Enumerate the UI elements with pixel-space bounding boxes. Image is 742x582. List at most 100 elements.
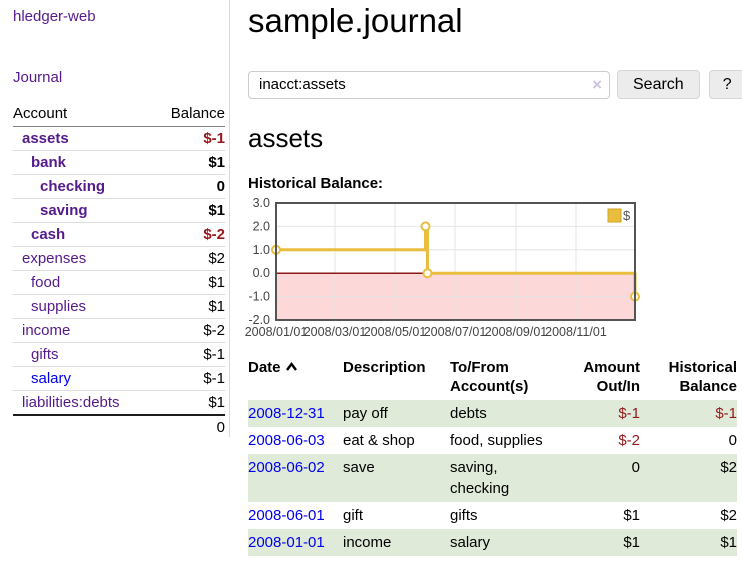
account-balance: 0: [153, 174, 225, 199]
accounts-table: Account Balance assets $-1 bank $1 checking 0…: [13, 103, 225, 439]
account-row: assets $-1: [13, 127, 225, 151]
account-row: liabilities:debts $1: [13, 390, 225, 415]
transaction-amount-cell: 0: [631, 459, 640, 476]
accounts-total-spacer: [13, 414, 154, 439]
svg-text:2008/09/01: 2008/09/01: [485, 325, 548, 339]
accounts-total-row: 0: [13, 414, 225, 439]
account-balance: $-1: [153, 366, 225, 391]
svg-text:2008/03/01: 2008/03/01: [304, 325, 367, 339]
transaction-amount-cell: $-2: [618, 432, 640, 449]
chart-title: Historical Balance:: [248, 175, 384, 192]
account-row: food $1: [13, 270, 225, 295]
clear-search-icon[interactable]: ×: [592, 74, 602, 94]
accounts-header-balance: Balance: [153, 103, 225, 127]
account-balance: $1: [153, 390, 225, 415]
account-balance: $1: [153, 198, 225, 223]
transaction-accounts-cell: salary: [450, 534, 491, 551]
svg-text:$: $: [623, 208, 631, 223]
account-row: income $-2: [13, 318, 225, 343]
register-header-date-label: Date: [248, 359, 281, 376]
register-header-amount: Amount Out/In: [583, 359, 640, 395]
transaction-date-link[interactable]: 2008-06-02: [248, 459, 325, 476]
svg-text:1.0: 1.0: [253, 243, 270, 257]
account-link[interactable]: expenses: [22, 250, 87, 267]
account-link[interactable]: liabilities:debts: [22, 394, 120, 411]
account-link[interactable]: supplies: [31, 298, 87, 315]
transaction-balance-cell: $2: [720, 459, 737, 476]
account-balance: $2: [153, 246, 225, 271]
sidebar: hledger-web Journal Account Balance asse…: [0, 0, 230, 439]
svg-text:2008/01/01: 2008/01/01: [245, 325, 308, 339]
search-button[interactable]: Search: [617, 70, 700, 99]
account-balance: $-1: [203, 130, 225, 147]
account-balance: $1: [153, 294, 225, 319]
svg-text:2.0: 2.0: [253, 219, 270, 233]
account-link[interactable]: income: [22, 322, 71, 339]
transaction-row: 2008-06-01 gift gifts $1 $2: [248, 502, 737, 529]
svg-text:2008/07/01: 2008/07/01: [424, 325, 487, 339]
account-link[interactable]: bank: [31, 154, 67, 171]
transaction-description-cell: save: [343, 459, 375, 476]
transaction-amount-cell: $1: [623, 534, 640, 551]
accounts-total-value: 0: [153, 414, 225, 439]
transaction-description-cell: gift: [343, 507, 364, 524]
transaction-date-link[interactable]: 2008-01-01: [248, 534, 325, 551]
register-header-accounts: To/From Account(s): [450, 359, 529, 395]
search-bar: × Search ?: [248, 70, 742, 99]
account-link[interactable]: saving: [40, 202, 88, 219]
transaction-balance-cell: $2: [720, 507, 737, 524]
page-title: sample.journal: [248, 2, 463, 39]
sidebar-item-journal[interactable]: Journal: [13, 69, 63, 86]
transaction-date-link[interactable]: 2008-06-01: [248, 507, 325, 524]
account-link[interactable]: salary: [31, 370, 72, 387]
account-link[interactable]: cash: [31, 226, 66, 243]
transaction-date-cell: 2008-06-03: [248, 427, 343, 454]
transaction-description-cell: income: [343, 534, 392, 551]
account-balance: $1: [153, 150, 225, 175]
register-header-row: Date Description To/From Account(s) Amou…: [248, 356, 737, 400]
account-row: saving $1: [13, 198, 225, 223]
transaction-description-cell: pay off: [343, 405, 388, 422]
transaction-accounts-cell: saving, checking: [450, 459, 510, 497]
transaction-balance-cell: $-1: [715, 405, 737, 422]
register-table: Date Description To/From Account(s) Amou…: [248, 356, 737, 556]
register-header-description: Description: [343, 359, 426, 376]
transaction-amount-cell: $1: [623, 507, 640, 524]
account-link[interactable]: checking: [40, 178, 106, 195]
account-row: bank $1: [13, 150, 225, 175]
svg-text:0.0: 0.0: [253, 266, 270, 280]
register-header-date[interactable]: Date: [248, 356, 343, 400]
account-row: supplies $1: [13, 294, 225, 319]
transaction-date-link[interactable]: 2008-06-03: [248, 432, 325, 449]
transaction-row: 2008-06-03 eat & shop food, supplies $-2 0: [248, 427, 737, 454]
sort-ascending-icon: [285, 358, 298, 377]
account-link[interactable]: food: [31, 274, 61, 291]
search-input-wrap: ×: [248, 70, 610, 99]
account-balance: $1: [153, 270, 225, 295]
account-row: salary $-1: [13, 366, 225, 391]
transaction-amount-cell: $-1: [618, 405, 640, 422]
historical-balance-chart: $3.0 2.0 1.0 0.0 -1.0 -2.0 2008/01/01 2008/03/0…: [245, 196, 742, 342]
transaction-accounts-cell: food, supplies: [450, 432, 543, 449]
transaction-date-cell: 2008-01-01: [248, 529, 343, 556]
account-row: expenses $2: [13, 246, 225, 271]
svg-text:-2.0: -2.0: [248, 313, 270, 327]
search-input[interactable]: [248, 70, 610, 99]
transaction-accounts-cell: debts: [450, 405, 487, 422]
account-row: checking 0: [13, 174, 225, 199]
account-row: gifts $-1: [13, 342, 225, 367]
transaction-date-cell: 2008-06-01: [248, 502, 343, 529]
transaction-row: 2008-01-01 income salary $1 $1: [248, 529, 737, 556]
account-balance: $-2: [153, 222, 225, 247]
svg-text:3.0: 3.0: [253, 196, 270, 210]
account-link[interactable]: gifts: [31, 346, 59, 363]
account-row: cash $-2: [13, 222, 225, 247]
account-link[interactable]: assets: [22, 130, 69, 147]
chart-svg: $3.0 2.0 1.0 0.0 -1.0 -2.02008/01/012008/03/0…: [245, 196, 640, 339]
account-heading: assets: [248, 123, 324, 153]
help-button[interactable]: ?: [708, 70, 742, 99]
main-content: sample.journal × Search ? assets Histori…: [230, 0, 742, 556]
transaction-balance-cell: 0: [728, 432, 737, 449]
app-title-link[interactable]: hledger-web: [13, 8, 96, 25]
transaction-date-link[interactable]: 2008-12-31: [248, 405, 325, 422]
